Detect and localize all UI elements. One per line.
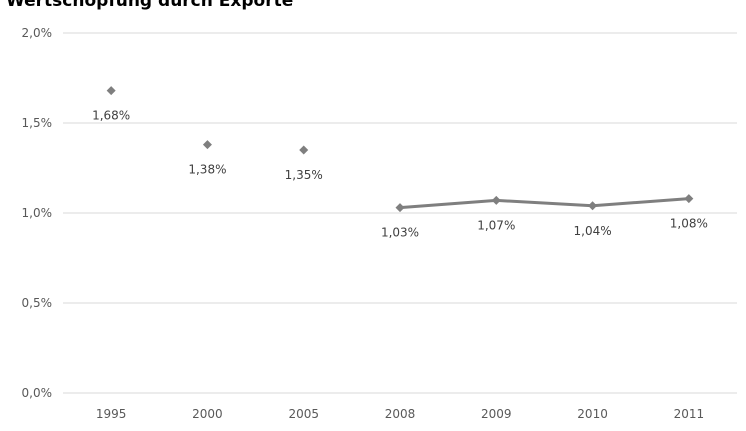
data-point-marker [491,195,501,205]
data-label: 1,03% [381,226,419,240]
data-label: 1,07% [477,218,515,232]
data-point-marker [684,194,694,204]
series-line [399,197,689,210]
x-tick-label: 2009 [481,407,512,421]
data-label: 1,35% [285,168,323,182]
data-label: 1,68% [92,109,130,123]
data-point-marker [106,86,116,96]
x-tick-label: 2000 [192,407,223,421]
x-tick-label: 1995 [96,407,127,421]
x-tick-label: 2005 [288,407,319,421]
data-label: 1,08% [670,217,708,231]
data-point-marker [395,203,405,213]
data-point-marker [588,201,598,211]
y-tick-label: 0,5% [22,296,53,310]
y-tick-label: 1,0% [22,206,53,220]
y-tick-label: 2,0% [22,26,53,40]
y-tick-label: 0,0% [22,386,53,400]
data-label: 1,38% [188,163,226,177]
chart-title: Wertschöpfung durch Exporte [6,0,294,11]
x-tick-label: 2008 [385,407,416,421]
x-tick-label: 2010 [577,407,608,421]
data-point-marker [202,140,212,150]
y-tick-label: 1,5% [22,116,53,130]
x-tick-label: 2011 [674,407,705,421]
data-point-marker [299,145,309,155]
data-label: 1,04% [574,224,612,238]
